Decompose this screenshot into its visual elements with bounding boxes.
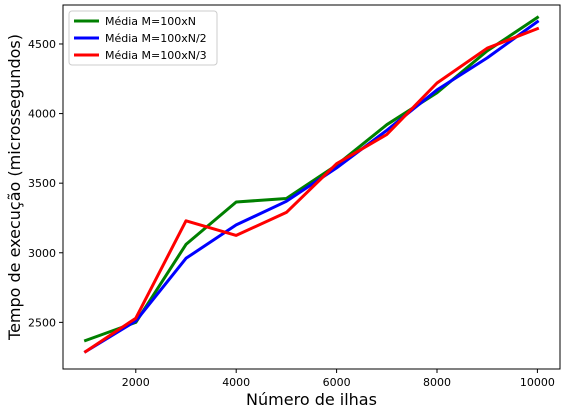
- series-line-2: [83, 19, 540, 354]
- x-tick-label: 8000: [423, 376, 451, 389]
- x-tick-label: 6000: [323, 376, 351, 389]
- y-axis-title: Tempo de execução (microssegundos): [5, 34, 24, 341]
- y-tick-label: 4000: [28, 108, 56, 121]
- x-axis-ticks: 2000 4000 6000 8000 10000: [122, 369, 555, 389]
- x-tick-label: 10000: [520, 376, 555, 389]
- plot-lines: [83, 15, 540, 354]
- legend-label-2: Média M=100xN/2: [105, 32, 207, 45]
- y-tick-label: 4500: [28, 38, 56, 51]
- series-line-1: [83, 15, 540, 343]
- legend-label-3: Média M=100xN/3: [105, 49, 207, 62]
- y-tick-label: 2500: [28, 316, 56, 329]
- y-axis-ticks: 2500 3000 3500 4000 4500: [28, 38, 63, 329]
- x-tick-label: 2000: [122, 376, 150, 389]
- legend-box: [68, 10, 218, 66]
- x-tick-label: 4000: [222, 376, 250, 389]
- y-tick-label: 3500: [28, 177, 56, 190]
- legend: Média M=100xN Média M=100xN/2 Média M=100x…: [68, 10, 218, 66]
- series-line-3: [83, 26, 540, 354]
- x-axis-title: Número de ilhas: [246, 390, 377, 409]
- y-tick-label: 3000: [28, 247, 56, 260]
- plot-frame: [62, 4, 561, 370]
- legend-label-1: Média M=100xN: [105, 15, 196, 28]
